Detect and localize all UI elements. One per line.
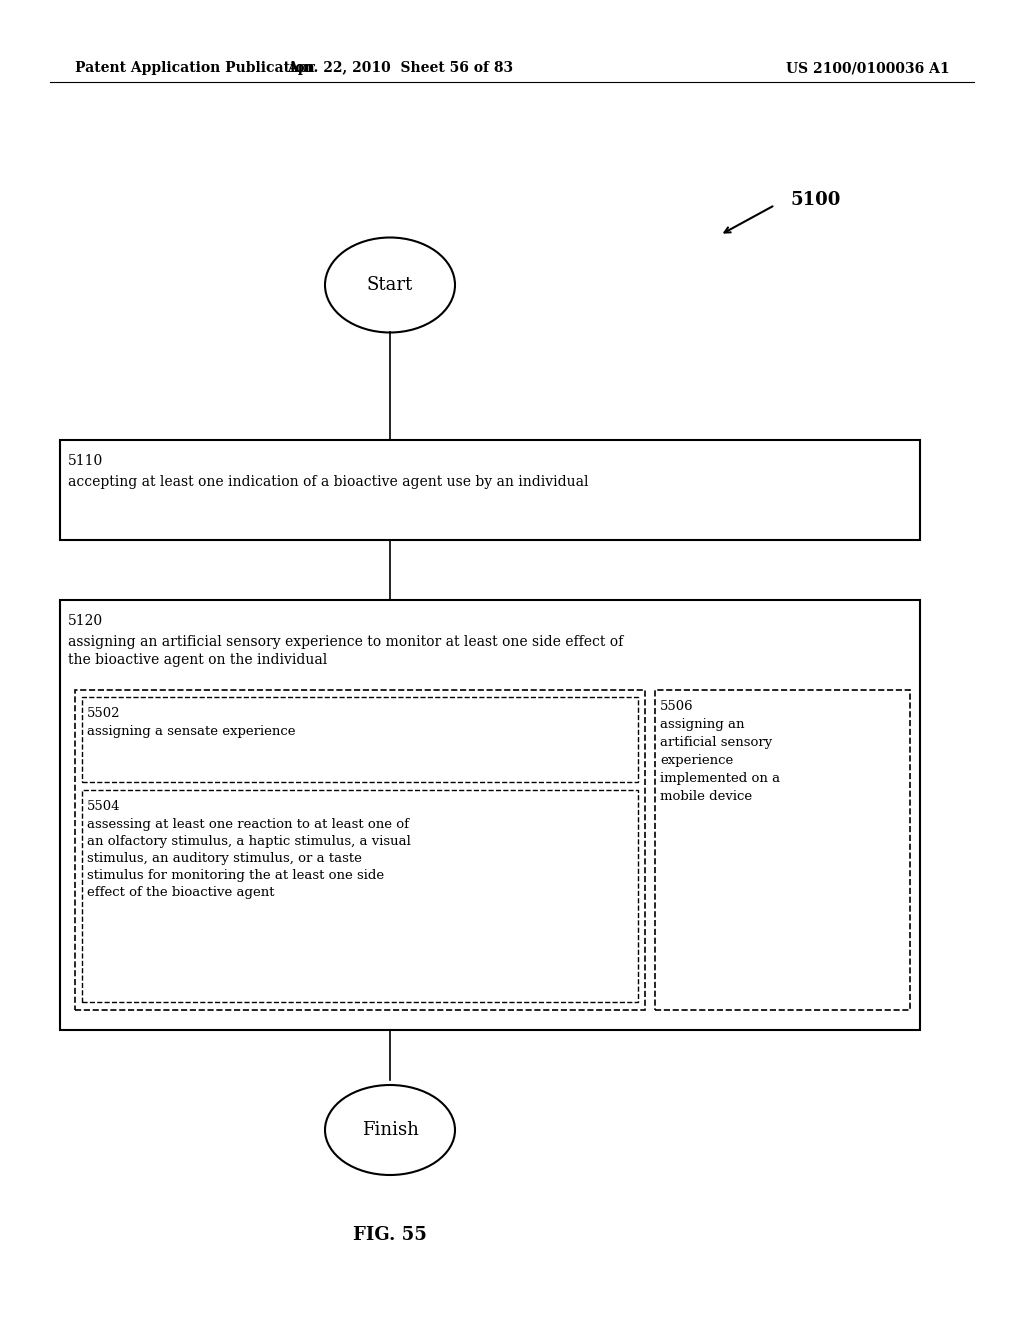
Text: assessing at least one reaction to at least one of
an olfactory stimulus, a hapt: assessing at least one reaction to at le…	[87, 818, 411, 899]
Text: FIG. 55: FIG. 55	[353, 1226, 427, 1243]
Text: Patent Application Publication: Patent Application Publication	[75, 61, 314, 75]
Text: Start: Start	[367, 276, 413, 294]
Text: 5100: 5100	[790, 191, 841, 209]
Text: 5502: 5502	[87, 708, 121, 719]
FancyBboxPatch shape	[655, 690, 910, 1010]
Text: assigning a sensate experience: assigning a sensate experience	[87, 725, 296, 738]
Text: US 2100/0100036 A1: US 2100/0100036 A1	[786, 61, 950, 75]
Text: 5504: 5504	[87, 800, 121, 813]
FancyBboxPatch shape	[82, 789, 638, 1002]
FancyBboxPatch shape	[60, 601, 920, 1030]
Text: 5120: 5120	[68, 614, 103, 628]
Text: 5506: 5506	[660, 700, 693, 713]
Text: Apr. 22, 2010  Sheet 56 of 83: Apr. 22, 2010 Sheet 56 of 83	[287, 61, 513, 75]
FancyBboxPatch shape	[75, 690, 645, 1010]
Text: assigning an artificial sensory experience to monitor at least one side effect o: assigning an artificial sensory experien…	[68, 635, 624, 668]
Text: accepting at least one indication of a bioactive agent use by an individual: accepting at least one indication of a b…	[68, 475, 589, 488]
Text: Finish: Finish	[361, 1121, 419, 1139]
FancyBboxPatch shape	[60, 440, 920, 540]
Text: assigning an
artificial sensory
experience
implemented on a
mobile device: assigning an artificial sensory experien…	[660, 718, 780, 803]
FancyBboxPatch shape	[82, 697, 638, 781]
Text: 5110: 5110	[68, 454, 103, 469]
